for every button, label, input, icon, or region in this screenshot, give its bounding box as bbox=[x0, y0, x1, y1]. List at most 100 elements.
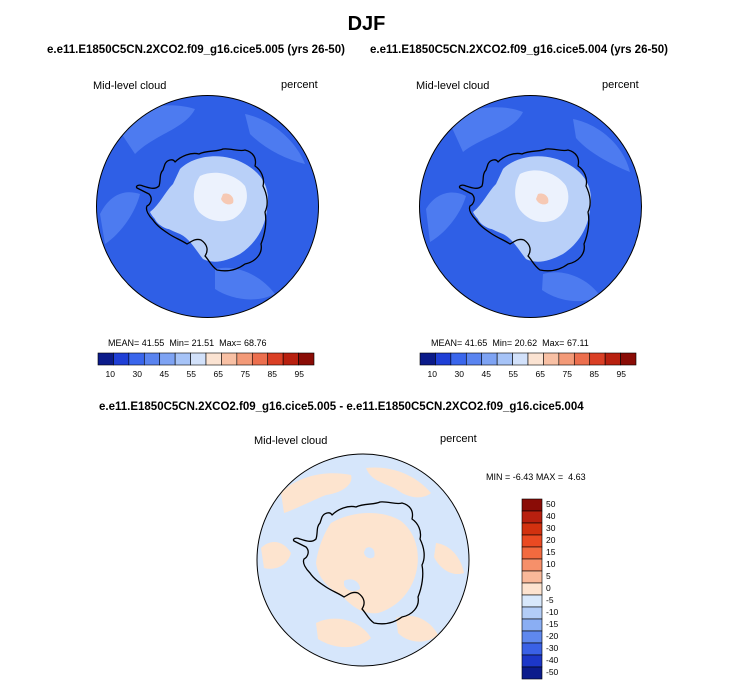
colorbar-swatch bbox=[282, 352, 299, 366]
diff-colorbar-swatch bbox=[521, 522, 543, 536]
diff-colorbar-swatch bbox=[521, 558, 543, 572]
colorbar-swatch bbox=[465, 352, 483, 366]
panel1-min-label: Min= bbox=[169, 338, 190, 348]
diff-colorbar-swatch bbox=[521, 534, 543, 548]
antarctica-coastline bbox=[292, 501, 425, 625]
diff-colorbar-swatch bbox=[521, 618, 543, 632]
colorbar-tick-label: 45 bbox=[159, 369, 169, 379]
panel2-mean-value: 41.65 bbox=[464, 338, 488, 348]
map-boundary-circle bbox=[96, 95, 319, 318]
colorbar-swatch bbox=[190, 352, 207, 366]
colorbar-tick-label: 75 bbox=[240, 369, 250, 379]
diff-min-label: MIN = bbox=[486, 472, 511, 482]
colorbar-tick-label: 75 bbox=[562, 369, 572, 379]
diff-colorbar-tick-label: 15 bbox=[546, 547, 556, 557]
colorbar-tick-label: 55 bbox=[186, 369, 196, 379]
diff-colorbar-swatch bbox=[521, 510, 543, 524]
panel2-mean-label: MEAN= bbox=[431, 338, 463, 348]
panel1-min-value: 21.51 bbox=[191, 338, 215, 348]
ocean-light-region bbox=[573, 119, 630, 172]
diff-colorbar-tick-label: -50 bbox=[546, 667, 559, 677]
panel2-min-value: 20.62 bbox=[514, 338, 538, 348]
diff-colorbar-tick-label: 20 bbox=[546, 535, 556, 545]
map-boundary-circle bbox=[419, 95, 642, 318]
colorbar-swatch bbox=[159, 352, 176, 366]
diff-polar-map bbox=[256, 453, 470, 667]
diff-min-value: -6.43 bbox=[512, 472, 534, 482]
diff-peach-region bbox=[434, 543, 464, 575]
colorbar-swatch bbox=[267, 352, 284, 366]
panel1-max-label: Max= bbox=[219, 338, 242, 348]
colorbar-swatch bbox=[174, 352, 191, 366]
colorbar-swatch bbox=[236, 352, 253, 366]
diff-colorbar-swatch bbox=[521, 642, 543, 656]
map-boundary-circle bbox=[256, 453, 470, 667]
colorbar-swatch bbox=[221, 352, 238, 366]
panel2-colorbar-ticks: 10 30 45 55 65 75 85 95 bbox=[420, 369, 636, 381]
diff-colorbar-tick-label: -15 bbox=[546, 619, 559, 629]
colorbar-swatch bbox=[558, 352, 575, 366]
diff-peach-region bbox=[281, 473, 352, 513]
colorbar-swatch bbox=[527, 352, 544, 366]
colorbar-swatch bbox=[450, 352, 467, 366]
ocean-light-region bbox=[426, 192, 466, 242]
land-peak-region bbox=[536, 193, 549, 205]
colorbar-swatch bbox=[543, 352, 560, 366]
diff-minmax: MIN = -6.43 MAX = 4.63 bbox=[486, 472, 586, 482]
diff-colorbar-tick-label: -20 bbox=[546, 631, 559, 641]
ocean-light-region bbox=[448, 107, 523, 152]
colorbar-swatch bbox=[589, 352, 606, 366]
colorbar-swatch bbox=[205, 352, 222, 366]
colorbar-tick-label: 10 bbox=[105, 369, 115, 379]
ocean-light-region bbox=[100, 192, 140, 244]
colorbar-tick-label: 55 bbox=[508, 369, 518, 379]
diff-variable-label: Mid-level cloud bbox=[254, 435, 328, 447]
panel1-stats: MEAN= 41.55 Min= 21.51 Max= 68.76 bbox=[108, 338, 266, 348]
colorbar-swatch bbox=[143, 352, 161, 366]
panel2-stats: MEAN= 41.65 Min= 20.62 Max= 67.11 bbox=[431, 338, 589, 348]
panel2-units-label: percent bbox=[602, 79, 639, 91]
panel1-colorbar bbox=[97, 352, 315, 366]
colorbar-tick-label: 85 bbox=[267, 369, 277, 379]
panel1-mean-value: 41.55 bbox=[141, 338, 165, 348]
diff-colorbar-swatch bbox=[521, 546, 543, 560]
colorbar-tick-label: 10 bbox=[427, 369, 437, 379]
colorbar-tick-label: 30 bbox=[132, 369, 142, 379]
colorbar-swatch bbox=[298, 352, 315, 366]
colorbar-swatch bbox=[481, 352, 498, 366]
diff-colorbar bbox=[521, 498, 543, 680]
diff-colorbar-tick-label: 30 bbox=[546, 523, 556, 533]
diff-colorbar-tick-label: -40 bbox=[546, 655, 559, 665]
colorbar-swatch bbox=[251, 352, 269, 366]
diff-colorbar-tick-label: -10 bbox=[546, 607, 559, 617]
panel2-min-label: Min= bbox=[492, 338, 513, 348]
panel2-case-title: e.e11.E1850C5CN.2XCO2.f09_g16.cice5.004 … bbox=[370, 44, 668, 56]
panel1-mean-label: MEAN= bbox=[108, 338, 140, 348]
colorbar-tick-label: 85 bbox=[589, 369, 599, 379]
colorbar-swatch bbox=[113, 352, 130, 366]
colorbar-tick-label: 30 bbox=[454, 369, 464, 379]
diff-colorbar-tick-label: 10 bbox=[546, 559, 556, 569]
diff-colorbar-swatch bbox=[521, 666, 543, 680]
colorbar-tick-label: 95 bbox=[616, 369, 626, 379]
panel1-polar-map bbox=[96, 95, 319, 318]
colorbar-swatch bbox=[512, 352, 529, 366]
diff-max-label: MAX = bbox=[535, 472, 564, 482]
land-pale-region bbox=[477, 211, 510, 230]
colorbar-tick-label: 65 bbox=[213, 369, 223, 379]
panel1-variable-label: Mid-level cloud bbox=[93, 80, 167, 92]
figure-title: DJF bbox=[347, 13, 386, 35]
diff-max-value: 4.63 bbox=[568, 472, 586, 482]
panel1-max-value: 68.76 bbox=[243, 338, 267, 348]
diff-colorbar-tick-label: 50 bbox=[546, 499, 556, 509]
panel2-variable-label: Mid-level cloud bbox=[416, 80, 490, 92]
diff-units-label: percent bbox=[440, 433, 477, 445]
panel1-colorbar-ticks: 10 30 45 55 65 75 85 95 bbox=[98, 369, 314, 381]
panel2-max-value: 67.11 bbox=[566, 338, 589, 348]
colorbar-swatch bbox=[128, 352, 145, 366]
diff-colorbar-swatch bbox=[521, 606, 543, 620]
colorbar-tick-label: 65 bbox=[535, 369, 545, 379]
panel2-max-label: Max= bbox=[542, 338, 565, 348]
diff-peach-region bbox=[316, 618, 371, 648]
panel1-units-label: percent bbox=[281, 79, 318, 91]
